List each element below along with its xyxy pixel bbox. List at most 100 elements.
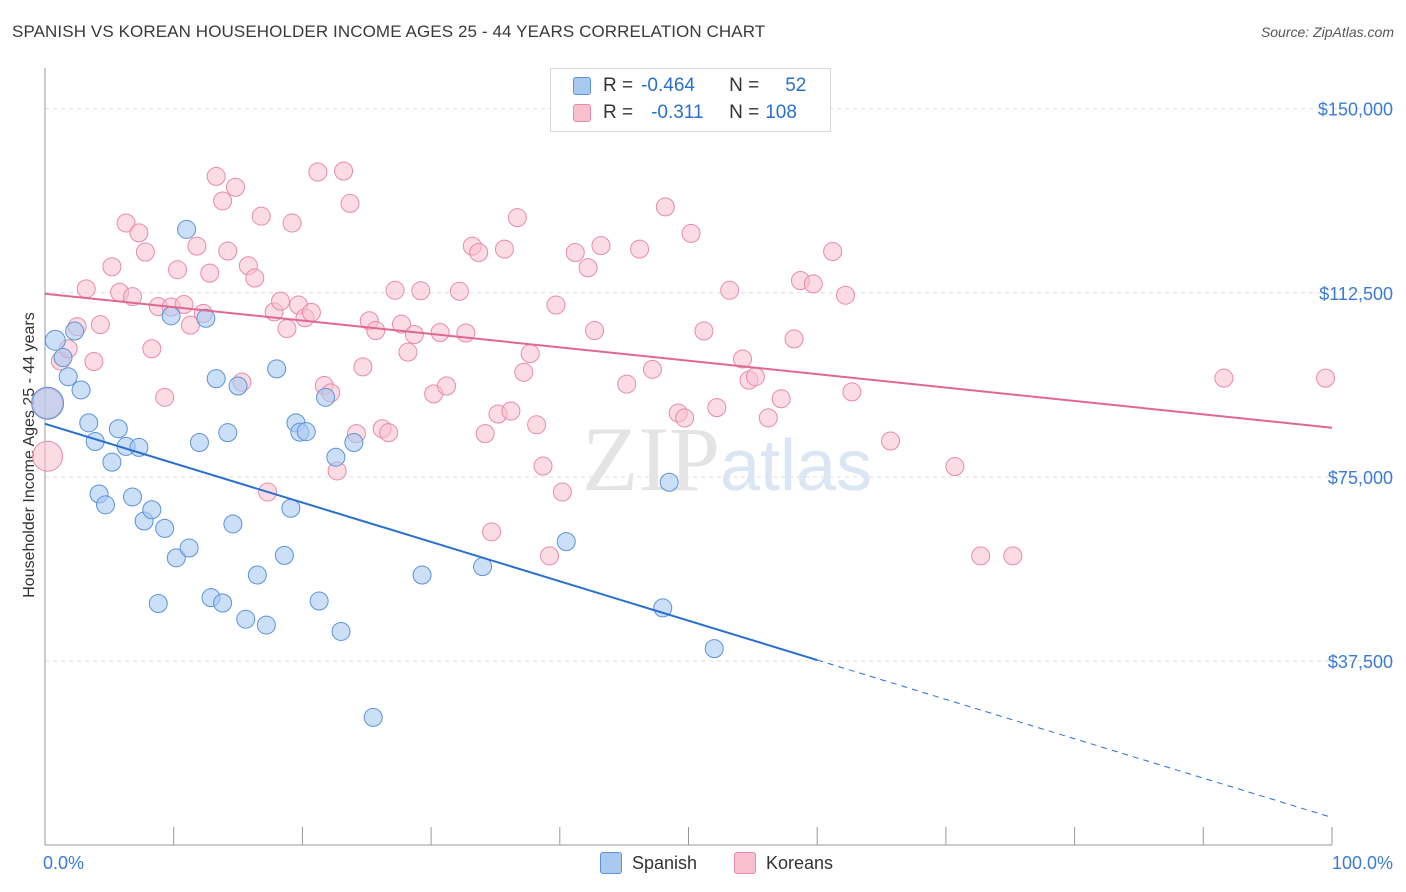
koreans-point [881, 431, 901, 451]
koreans-point [206, 166, 226, 186]
koreans-point [277, 319, 297, 339]
koreans-legend-swatch [734, 852, 756, 874]
spanish-point [148, 593, 168, 613]
spanish-point [79, 413, 99, 433]
spanish-point [102, 452, 122, 472]
koreans-point [745, 367, 765, 387]
koreans-point [1214, 368, 1234, 388]
koreans-point [200, 263, 220, 283]
koreans-point [411, 281, 431, 301]
chart-title: SPANISH VS KOREAN HOUSEHOLDER INCOME AGE… [12, 22, 766, 41]
spanish-point [331, 621, 351, 641]
koreans-point [642, 359, 662, 379]
legend-item-koreans: Koreans [734, 852, 833, 874]
koreans-point [379, 423, 399, 443]
correlation-legend: R = -0.464 N = 52 R = -0.311 N = 108 [550, 68, 831, 132]
koreans-point [585, 321, 605, 341]
koreans-point [540, 546, 560, 566]
spanish-point [71, 380, 91, 400]
spanish-point [142, 500, 162, 520]
source-label: Source: ZipAtlas.com [1260, 24, 1394, 40]
spanish-point [256, 615, 276, 635]
koreans-point [823, 242, 843, 262]
koreans-trend-line [44, 292, 1333, 429]
koreans-point [630, 239, 650, 259]
koreans-point [218, 241, 238, 261]
spanish-points [31, 219, 724, 727]
spanish-point [274, 545, 294, 565]
koreans-point [301, 302, 321, 322]
y-tick-label: $37,500 [1328, 652, 1393, 672]
spanish-point [196, 308, 216, 328]
spanish-point [177, 219, 197, 239]
spanish-trend-extension [817, 659, 1333, 818]
spanish-trend-line [44, 422, 818, 661]
spanish-point [223, 514, 243, 534]
spanish-point [65, 321, 85, 341]
spanish-legend-swatch [600, 852, 622, 874]
spanish-point [344, 432, 364, 452]
legend-row-spanish: R = -0.464 N = 52 [573, 75, 806, 97]
koreans-point [135, 242, 155, 262]
n-value-koreans: 108 [765, 102, 797, 123]
koreans-point [308, 162, 328, 182]
koreans-point [520, 344, 540, 364]
koreans-point [398, 342, 418, 362]
koreans-point [129, 223, 149, 243]
koreans-point [469, 243, 489, 263]
koreans-point [123, 287, 143, 307]
koreans-point [945, 457, 965, 477]
spanish-point [95, 495, 115, 515]
koreans-point [437, 376, 457, 396]
koreans-point [971, 546, 991, 566]
koreans-point [842, 382, 862, 402]
spanish-point [123, 487, 143, 507]
spanish-point [108, 419, 128, 439]
koreans-point [84, 351, 104, 371]
watermark-zip: ZIP [582, 408, 720, 510]
koreans-point [353, 357, 373, 377]
spanish-point [213, 593, 233, 613]
x-tick-label-max: 100.0% [1332, 853, 1393, 873]
koreans-point [391, 314, 411, 334]
spanish-point [166, 548, 186, 568]
koreans-point [507, 208, 527, 228]
koreans-point [1003, 546, 1023, 566]
koreans-point [340, 193, 360, 213]
spanish-point [704, 639, 724, 659]
spanish-legend-label: Spanish [632, 852, 698, 873]
y-tick-label: $75,000 [1328, 468, 1393, 488]
spanish-point [247, 565, 267, 585]
y-tick-label: $150,000 [1318, 100, 1393, 120]
koreans-point [617, 374, 637, 394]
koreans-point [76, 279, 96, 299]
koreans-point [475, 424, 495, 444]
koreans-point [449, 281, 469, 301]
koreans-point [707, 398, 727, 418]
koreans-point [784, 329, 804, 349]
koreans-point [514, 362, 534, 382]
koreans-point [527, 415, 547, 435]
spanish-point [363, 707, 383, 727]
spanish-point [267, 359, 287, 379]
spanish-point [659, 472, 679, 492]
spanish-point [218, 423, 238, 443]
koreans-point [168, 260, 188, 280]
legend-item-spanish: Spanish [600, 852, 697, 874]
koreans-point [675, 408, 695, 428]
spanish-point [31, 386, 65, 420]
spanish-point [316, 387, 336, 407]
spanish-point [179, 538, 199, 558]
koreans-point [591, 236, 611, 256]
koreans-point [771, 389, 791, 409]
koreans-point [578, 258, 598, 278]
legend-row-koreans: R = -0.311 N = 108 [573, 102, 797, 124]
koreans-point [251, 206, 271, 226]
koreans-point [271, 291, 291, 311]
spanish-point [228, 376, 248, 396]
koreans-point [187, 236, 207, 256]
koreans-point [565, 243, 585, 263]
koreans-point [334, 161, 354, 181]
spanish-point [326, 447, 346, 467]
